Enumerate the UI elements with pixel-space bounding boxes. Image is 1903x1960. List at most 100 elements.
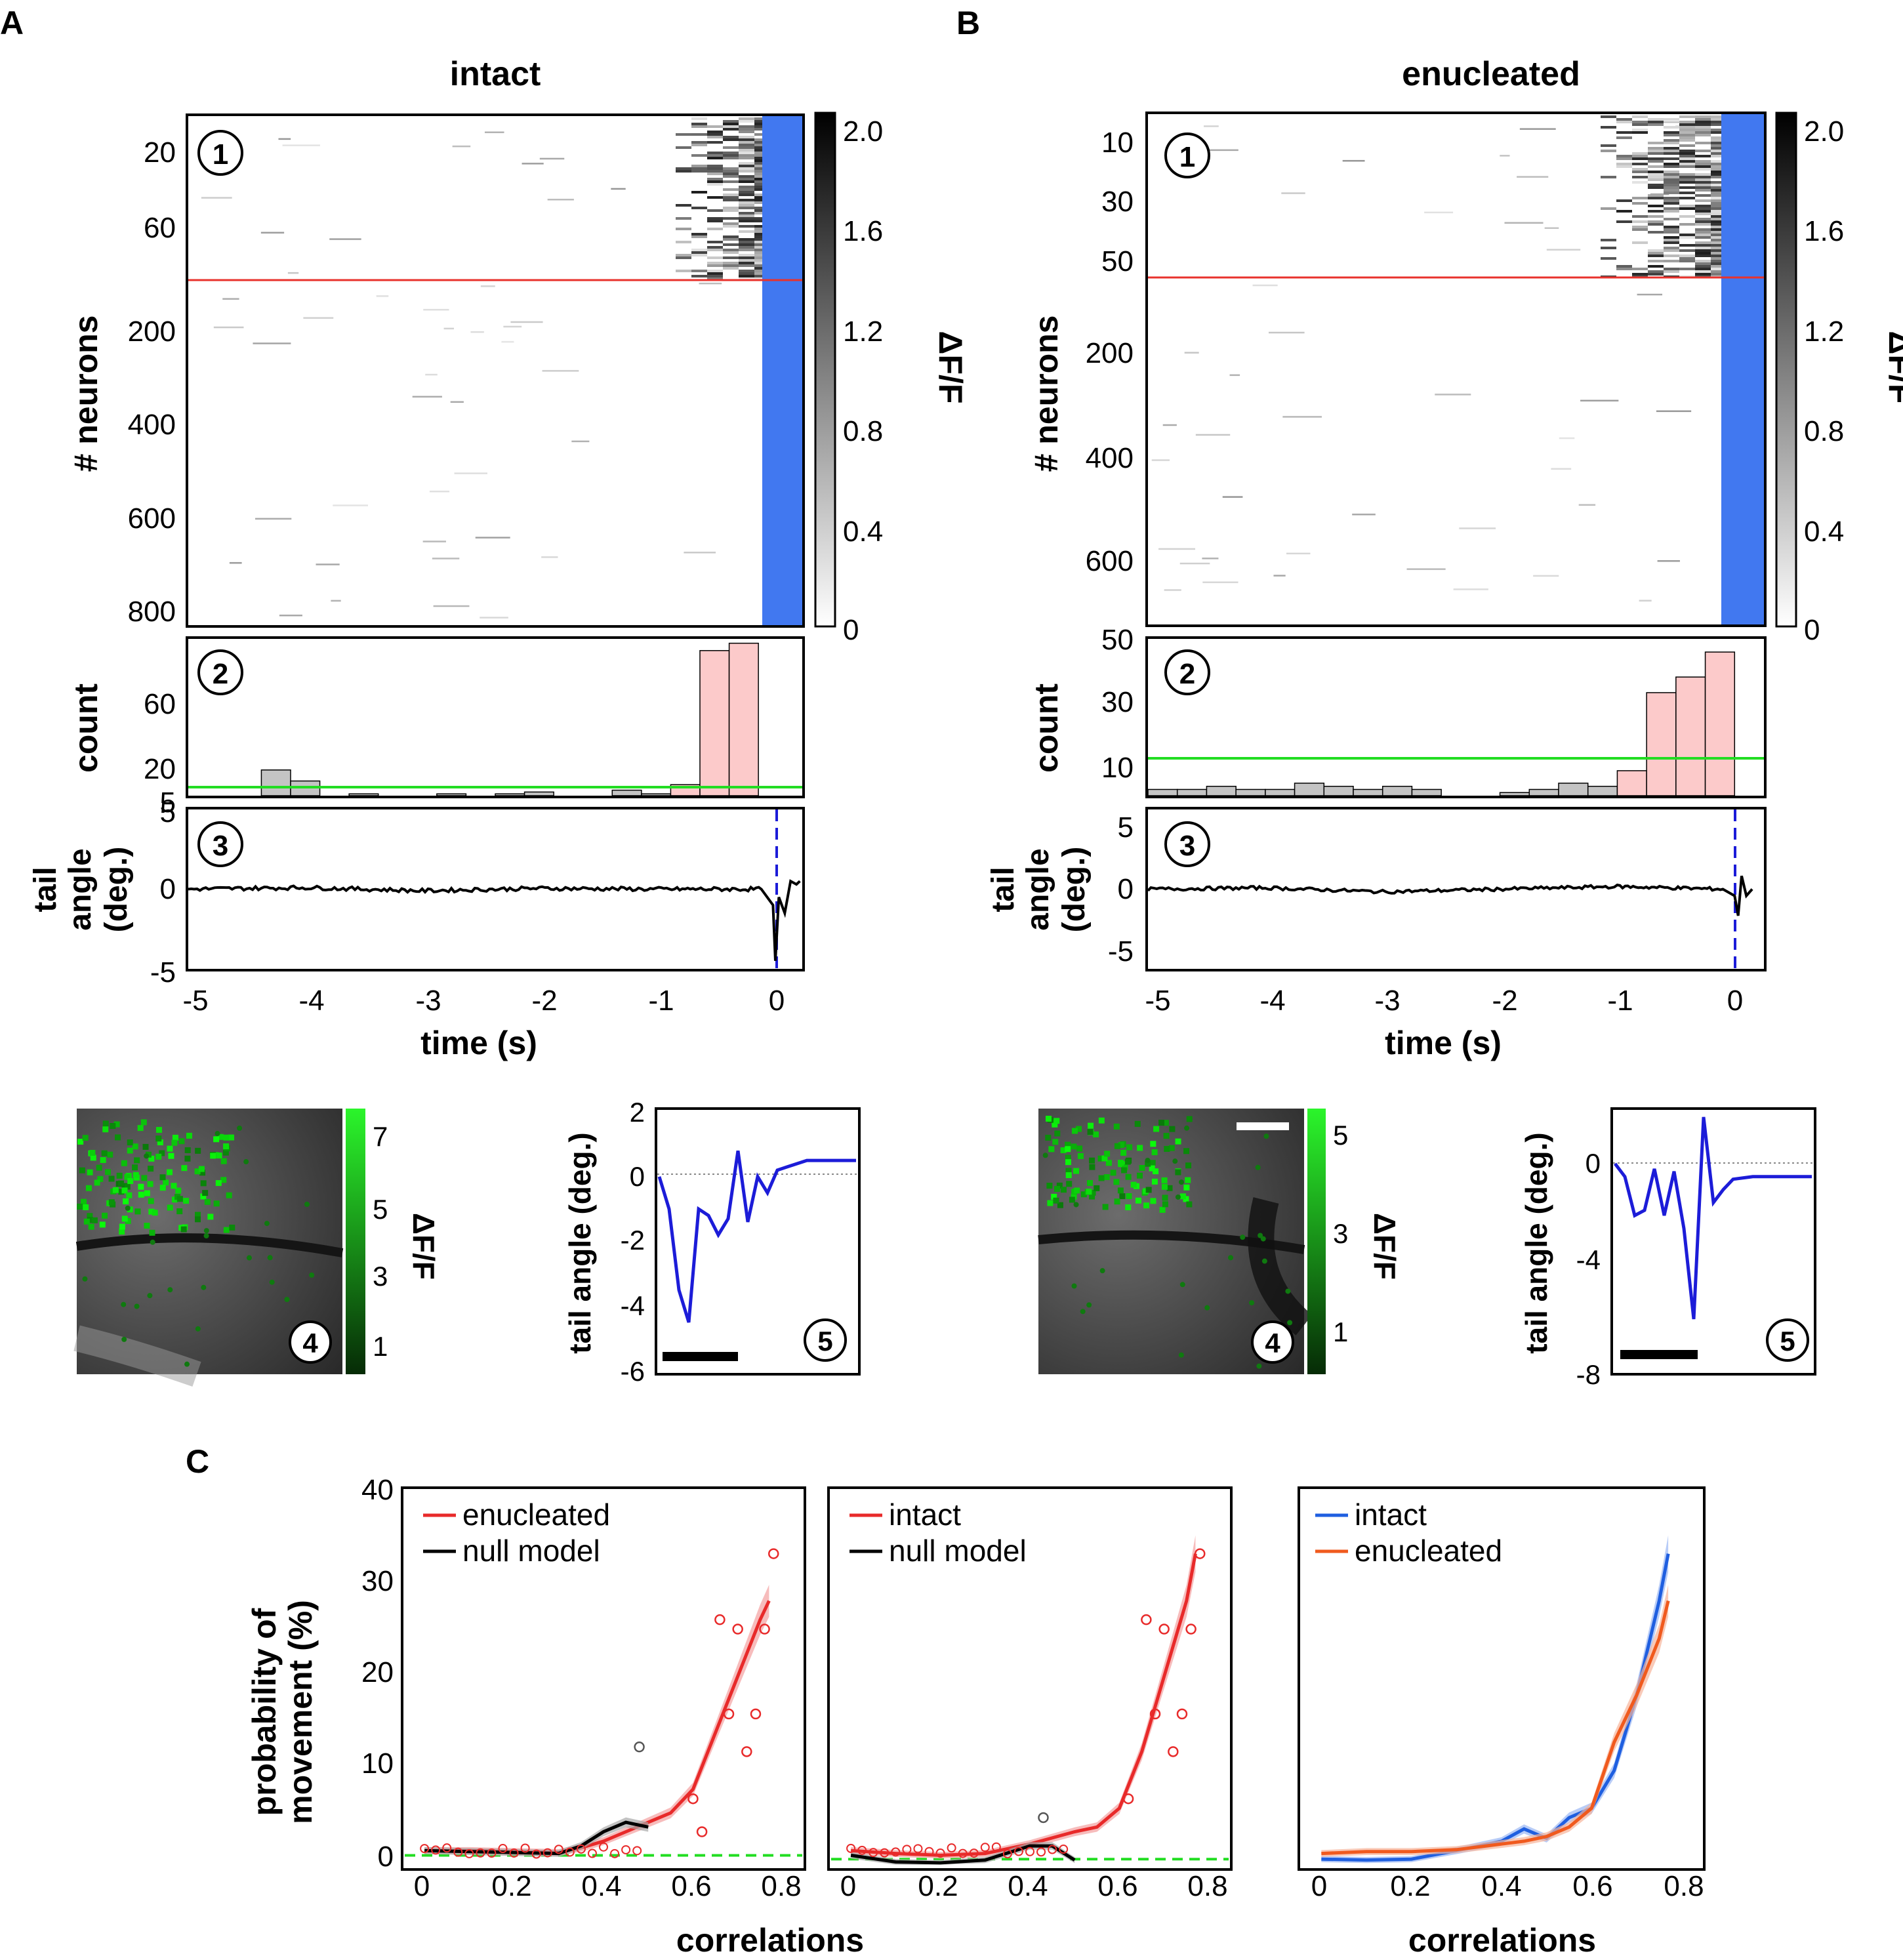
raster-cell — [1695, 134, 1711, 136]
y-tick-label: 2 — [630, 1097, 645, 1128]
neuron-dot — [1175, 1169, 1181, 1175]
neuron-dot — [1162, 1194, 1168, 1201]
raster-cell — [739, 157, 754, 159]
data-point — [1185, 1623, 1197, 1635]
raster-cell — [739, 272, 754, 275]
neuron-dot — [223, 1227, 230, 1233]
raster-cell — [522, 163, 544, 165]
raster-cell — [707, 173, 723, 175]
raster-cell — [739, 146, 754, 149]
raster-cell — [723, 120, 739, 123]
raster-cell — [676, 217, 691, 220]
raster-cell — [739, 128, 754, 131]
raster-cell — [1695, 205, 1711, 207]
raster-cell — [1711, 270, 1727, 273]
raster-cell — [454, 472, 488, 474]
histogram-bar — [1235, 788, 1266, 796]
neuron-dot — [304, 1201, 310, 1207]
neuron-dot — [80, 1198, 87, 1205]
raster-cell — [739, 194, 754, 196]
neuron-dot — [1053, 1197, 1059, 1204]
data-point — [759, 1623, 770, 1635]
neuron-dot — [1158, 1120, 1165, 1126]
data-point — [509, 1848, 519, 1858]
neuron-dot — [1228, 1255, 1234, 1261]
histogram-bar — [1294, 783, 1325, 796]
y-tick-label: 400 — [1086, 442, 1134, 474]
raster-cell — [1711, 131, 1727, 134]
legend-label: enucleated — [1355, 1534, 1502, 1568]
neuron-dot — [107, 1151, 113, 1158]
raster-cell — [1711, 249, 1727, 252]
y-tick-label: 10 — [1101, 752, 1134, 784]
neuron-dot — [1153, 1126, 1160, 1132]
neuron-dot — [1117, 1187, 1124, 1194]
raster-cell — [1632, 181, 1648, 184]
raster-cell — [1648, 176, 1664, 178]
panel-letter: B — [956, 5, 980, 41]
raster-cell — [1679, 223, 1695, 226]
raster-cell — [450, 401, 464, 403]
panel-letter: C — [186, 1443, 209, 1480]
histogram-bar — [1381, 785, 1413, 796]
raster-cell — [255, 518, 292, 520]
neuron-dot — [1118, 1160, 1124, 1166]
raster-cell — [723, 199, 739, 201]
panel-number: 2 — [1179, 658, 1195, 690]
y-tick-label: 0 — [378, 1841, 394, 1873]
colorbar-tick: 1.2 — [843, 316, 883, 348]
data-point — [1038, 1812, 1049, 1824]
raster-cell — [1695, 199, 1711, 202]
neuron-dot — [1089, 1157, 1095, 1164]
x-tick-label: -5 — [1145, 985, 1170, 1017]
neuron-dot — [167, 1145, 173, 1152]
raster-cell — [1657, 560, 1680, 562]
raster-cell — [1632, 152, 1648, 155]
raster-cell — [480, 285, 495, 287]
raster-cell — [1184, 352, 1199, 354]
neuron-dot — [1071, 1128, 1078, 1134]
raster-cell — [1648, 273, 1664, 276]
raster-cell — [1679, 192, 1695, 194]
x-tick-label: 0.8 — [1187, 1870, 1227, 1902]
raster-cell — [1664, 157, 1679, 160]
raster-cell — [1679, 173, 1695, 176]
colorbar-label: ΔF/F — [407, 1213, 441, 1280]
raster-cell — [1664, 173, 1679, 176]
raster-cell — [1695, 173, 1711, 176]
raster-cell — [1648, 123, 1664, 126]
neuron-dot — [1125, 1174, 1132, 1180]
y-axis-label: count — [1028, 684, 1065, 773]
x-tick-label: 0.2 — [491, 1870, 531, 1902]
y-tick-label: 20 — [144, 136, 176, 169]
raster-cell — [1711, 189, 1727, 192]
raster-cell — [1648, 173, 1664, 176]
data-point — [869, 1848, 878, 1858]
raster-cell — [691, 154, 707, 157]
raster-cell — [707, 131, 723, 133]
raster-cell — [1616, 131, 1632, 134]
colorbar-tick: 1.2 — [1804, 316, 1844, 348]
panel-number: 3 — [1179, 830, 1195, 862]
raster-cell — [723, 225, 739, 228]
raster-cell — [1158, 548, 1195, 550]
raster-cell — [229, 561, 242, 564]
raster-cell — [1695, 168, 1711, 171]
count-histogram: 2 50 30 10 count — [1028, 624, 1767, 798]
raster-cell — [1648, 118, 1664, 121]
raster-cell — [1695, 189, 1711, 192]
raster-cell — [480, 617, 508, 619]
data-point — [714, 1614, 726, 1625]
raster-cell — [1695, 265, 1711, 268]
neuron-dot — [148, 1198, 154, 1204]
stimulus-bar — [762, 116, 802, 625]
data-point — [1141, 1614, 1152, 1625]
raster-cell — [739, 120, 754, 123]
raster-cell — [1632, 131, 1648, 134]
histogram-bars — [260, 642, 759, 796]
neuron-dot — [87, 1217, 94, 1223]
neuron-dot — [96, 1164, 102, 1171]
raster-cell — [1632, 241, 1648, 244]
raster-cell — [1632, 168, 1648, 171]
raster-cell — [707, 133, 723, 136]
